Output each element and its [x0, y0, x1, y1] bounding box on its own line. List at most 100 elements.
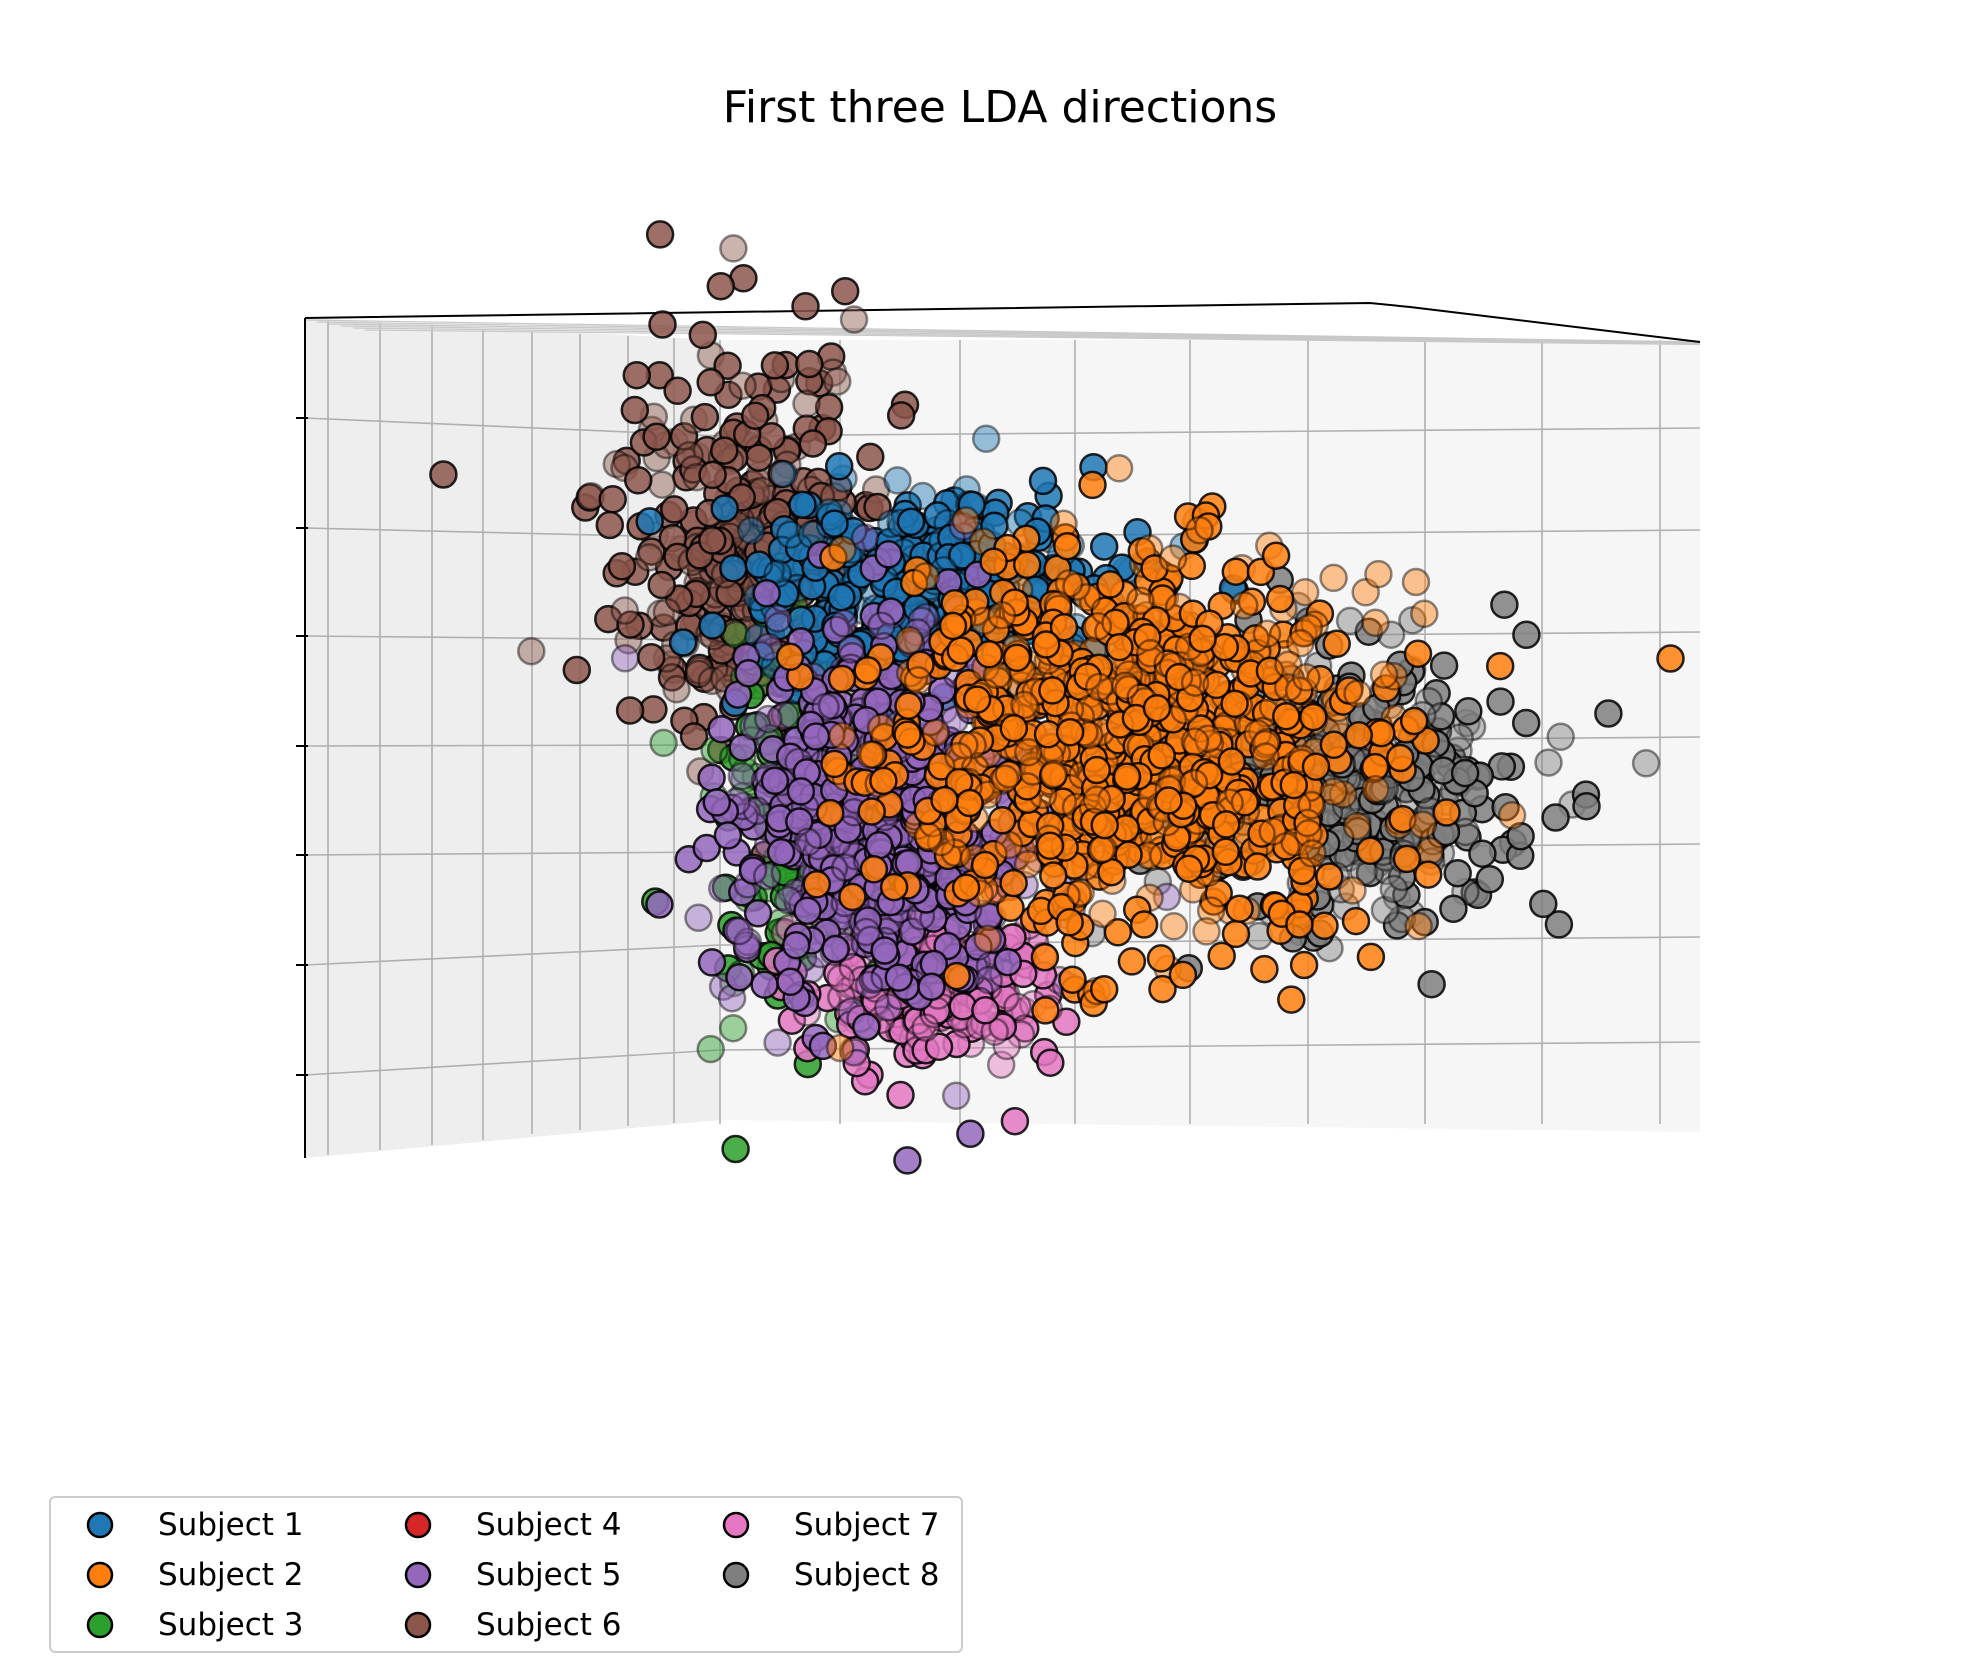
- data-point: [903, 618, 932, 647]
- legend-item: Subject 6: [404, 1607, 621, 1643]
- legend-marker: [404, 1611, 432, 1639]
- data-point: [941, 1081, 971, 1111]
- data-point: [1003, 992, 1032, 1022]
- data-point: [940, 838, 970, 867]
- data-point: [1097, 784, 1126, 814]
- data-point: [971, 424, 1001, 454]
- data-point: [853, 655, 882, 685]
- data-point: [1186, 714, 1216, 743]
- data-point: [893, 720, 922, 749]
- data-point: [1188, 624, 1217, 654]
- data-point: [740, 401, 770, 430]
- chart-title: First three LDA directions: [723, 82, 1277, 133]
- data-point: [1221, 557, 1251, 586]
- data-point: [1058, 965, 1087, 994]
- legend-label: Subject 6: [476, 1607, 621, 1643]
- data-point: [1088, 834, 1118, 864]
- data-point: [820, 509, 849, 538]
- data-point: [649, 728, 678, 758]
- data-point: [1544, 910, 1574, 939]
- data-point: [663, 376, 692, 406]
- data-point: [884, 963, 914, 992]
- data-point: [1096, 570, 1125, 599]
- data-point: [635, 507, 664, 536]
- data-point: [793, 827, 822, 857]
- data-point: [1631, 749, 1661, 778]
- data-point: [1082, 755, 1112, 785]
- data-point: [1072, 583, 1102, 612]
- data-point: [1154, 786, 1183, 815]
- data-point: [1207, 941, 1236, 971]
- data-point: [802, 870, 832, 899]
- z-axis-ticks: [296, 417, 308, 1076]
- data-point: [1251, 729, 1280, 759]
- data-point: [1211, 837, 1241, 867]
- data-point: [1112, 762, 1142, 791]
- data-point: [867, 611, 896, 640]
- data-point: [1331, 791, 1361, 821]
- data-point: [930, 785, 959, 815]
- data-point: [1541, 803, 1570, 832]
- data-point: [744, 443, 774, 472]
- data-point: [1002, 643, 1032, 673]
- data-point: [979, 547, 1008, 576]
- grid-line-h-back: [719, 427, 1701, 437]
- data-point: [1385, 743, 1415, 773]
- data-point: [826, 964, 856, 993]
- data-point: [1290, 577, 1320, 607]
- data-point: [1594, 699, 1623, 728]
- data-point: [1035, 831, 1065, 861]
- data-point: [950, 730, 979, 760]
- data-point: [791, 292, 820, 321]
- data-point: [1546, 722, 1575, 752]
- data-point: [1195, 729, 1225, 759]
- legend-marker: [86, 1511, 114, 1539]
- grid-line-top: [352, 327, 1701, 345]
- data-point: [1387, 904, 1417, 934]
- data-point: [725, 916, 754, 946]
- data-point: [697, 666, 727, 696]
- data-point: [1534, 748, 1563, 777]
- data-point: [719, 553, 748, 583]
- data-point: [1364, 559, 1393, 589]
- data-point: [698, 460, 727, 490]
- data-point: [734, 659, 763, 688]
- data-point: [739, 712, 768, 741]
- legend-item: Subject 1: [86, 1507, 303, 1543]
- data-point: [623, 466, 653, 495]
- data-point: [951, 873, 981, 902]
- data-point: [1132, 623, 1162, 652]
- data-point: [1142, 693, 1172, 723]
- legend-label: Subject 1: [158, 1507, 303, 1543]
- data-point: [679, 722, 709, 751]
- data-point: [1250, 954, 1279, 984]
- data-point: [819, 543, 848, 572]
- data-point: [1361, 775, 1390, 804]
- data-point: [517, 636, 546, 666]
- data-point: [1370, 895, 1400, 925]
- data-point: [1202, 670, 1231, 700]
- data-point: [1414, 686, 1443, 716]
- data-point: [1342, 811, 1372, 841]
- data-point: [973, 924, 1002, 954]
- data-point: [610, 644, 640, 673]
- data-point: [718, 1013, 748, 1043]
- data-point: [1147, 741, 1176, 770]
- data-point: [1334, 676, 1364, 705]
- data-point: [1287, 856, 1317, 886]
- data-point: [906, 650, 935, 680]
- data-point: [1089, 975, 1119, 1004]
- data-point: [1180, 668, 1210, 697]
- data-point: [1000, 1106, 1030, 1136]
- data-point: [1078, 470, 1107, 500]
- data-point: [697, 948, 727, 977]
- data-point: [728, 371, 757, 400]
- legend-item: Subject 3: [86, 1607, 303, 1643]
- data-point: [974, 965, 1003, 995]
- data-point: [1369, 660, 1399, 689]
- legend-marker: [722, 1561, 750, 1589]
- data-point: [688, 320, 718, 350]
- data-point: [1000, 588, 1029, 617]
- data-point: [851, 917, 881, 947]
- data-point: [858, 740, 888, 769]
